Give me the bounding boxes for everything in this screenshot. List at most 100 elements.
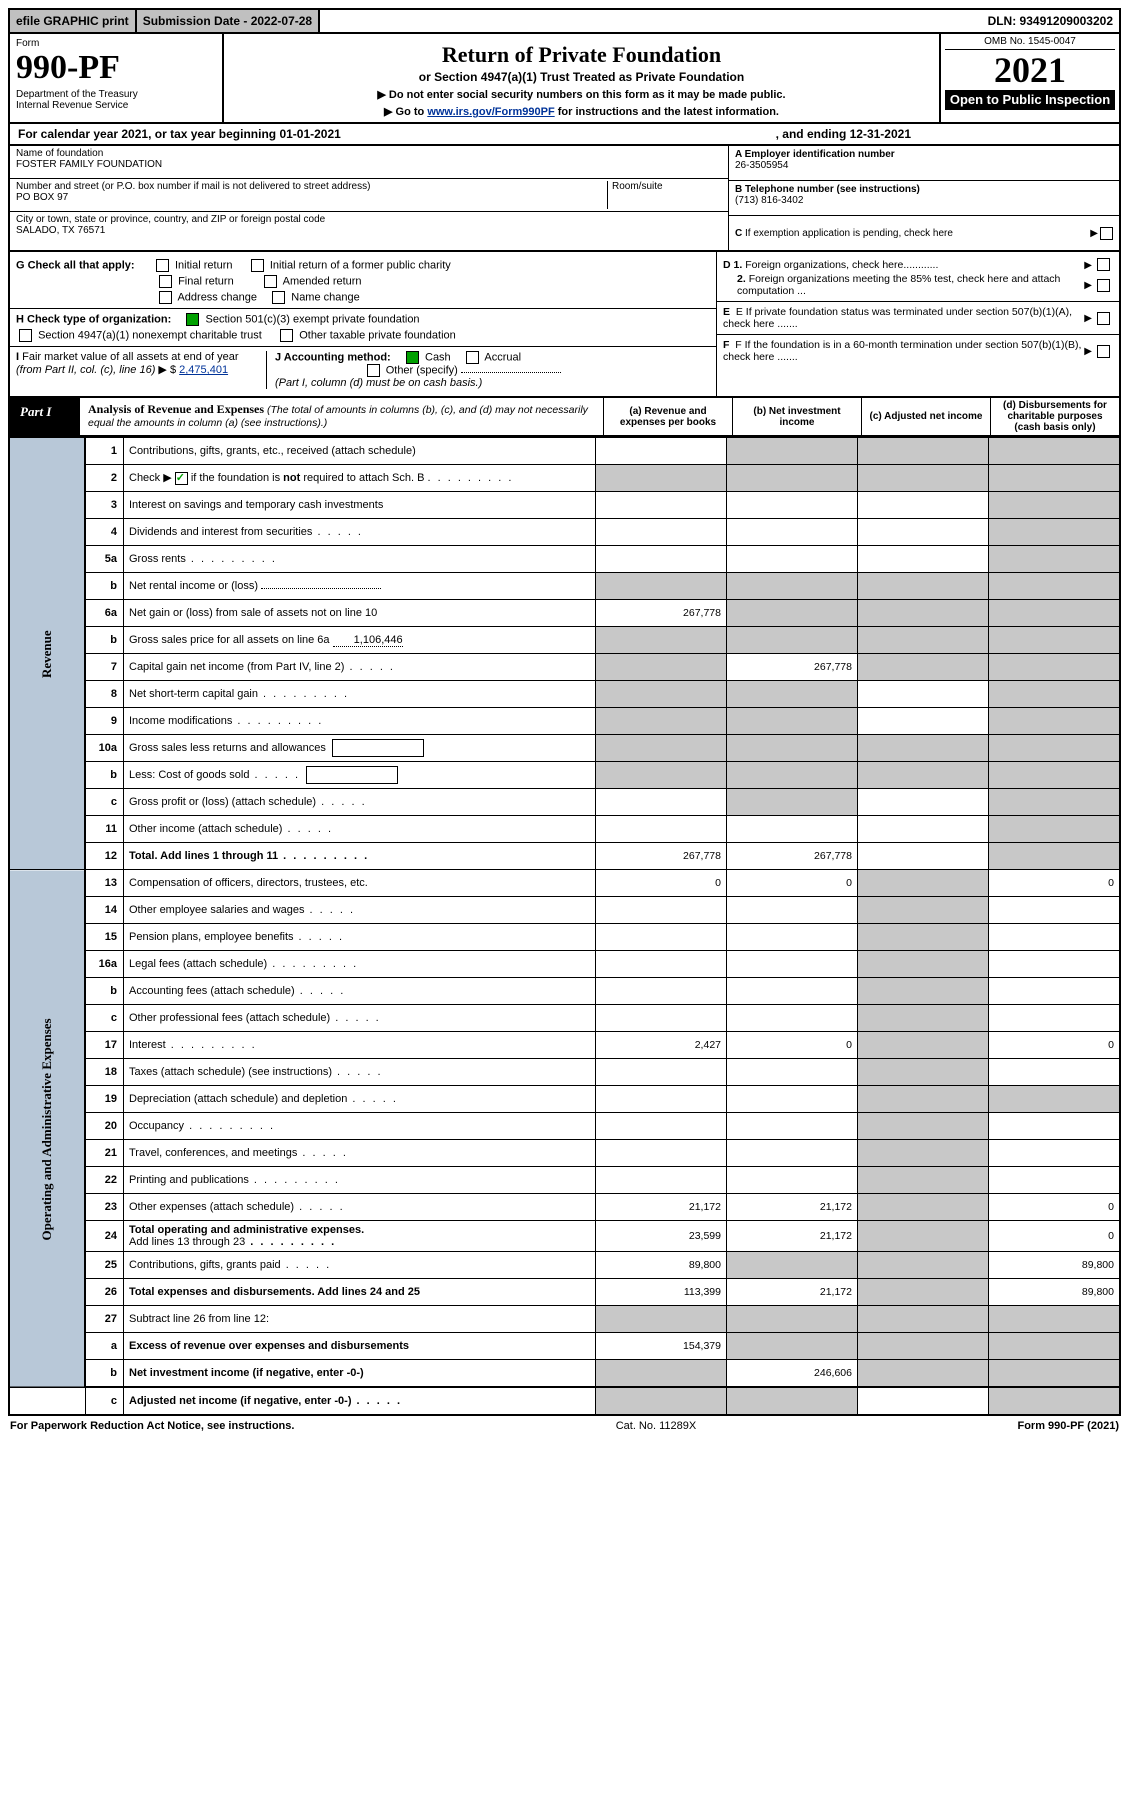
arrow-icon	[1084, 345, 1094, 357]
val-23-d: 0	[989, 1194, 1121, 1221]
line-25: Contributions, gifts, grants paid	[124, 1252, 596, 1279]
dept-label: Department of the Treasury	[16, 89, 216, 100]
phone-value: (713) 816-3402	[735, 195, 803, 206]
d2-checkbox[interactable]	[1097, 279, 1110, 292]
val-24-b: 21,172	[727, 1221, 858, 1252]
c-label: If exemption application is pending, che…	[745, 228, 953, 239]
efile-label: efile GRAPHIC print	[10, 10, 137, 32]
submission-date-label: Submission Date - 2022-07-28	[137, 10, 320, 32]
ghij-block: G Check all that apply: Initial return I…	[8, 252, 1121, 398]
g-final-checkbox[interactable]	[159, 275, 172, 288]
line-21: Travel, conferences, and meetings	[124, 1140, 596, 1167]
part1-header: Part I Analysis of Revenue and Expenses …	[8, 398, 1121, 437]
line-16c: Other professional fees (attach schedule…	[124, 1005, 596, 1032]
open-public-badge: Open to Public Inspection	[945, 90, 1115, 110]
footer-right: Form 990-PF (2021)	[1017, 1420, 1119, 1432]
footer-mid: Cat. No. 11289X	[616, 1420, 697, 1432]
line2-checkbox[interactable]	[175, 472, 188, 485]
line-27: Subtract line 26 from line 12:	[124, 1306, 596, 1333]
j-accrual-checkbox[interactable]	[466, 351, 479, 364]
page-footer: For Paperwork Reduction Act Notice, see …	[8, 1416, 1121, 1432]
line-5b: Net rental income or (loss)	[124, 573, 596, 600]
val-13-d: 0	[989, 870, 1121, 897]
h-4947-checkbox[interactable]	[19, 329, 32, 342]
part1-table: Revenue 1Contributions, gifts, grants, e…	[8, 437, 1121, 1416]
name-label: Name of foundation	[16, 148, 103, 159]
h-other-checkbox[interactable]	[280, 329, 293, 342]
line-19: Depreciation (attach schedule) and deple…	[124, 1086, 596, 1113]
line-13: Compensation of officers, directors, tru…	[124, 870, 596, 897]
calendar-year-row: For calendar year 2021, or tax year begi…	[8, 124, 1121, 146]
j-cash-checkbox[interactable]	[406, 351, 419, 364]
j-other-checkbox[interactable]	[367, 364, 380, 377]
val-6a-a: 267,778	[596, 600, 727, 627]
line-17: Interest	[124, 1032, 596, 1059]
val-26-d: 89,800	[989, 1279, 1121, 1306]
line-14: Other employee salaries and wages	[124, 897, 596, 924]
line-27c: Adjusted net income (if negative, enter …	[124, 1387, 596, 1415]
g-initialformer-checkbox[interactable]	[251, 259, 264, 272]
line-1: Contributions, gifts, grants, etc., rece…	[124, 438, 596, 465]
tax-year: 2021	[945, 52, 1115, 88]
g-initial-checkbox[interactable]	[156, 259, 169, 272]
col-d-header: (d) Disbursements for charitable purpose…	[990, 398, 1119, 435]
val-12-a: 267,778	[596, 843, 727, 870]
spacer	[320, 10, 981, 32]
g-address-checkbox[interactable]	[159, 291, 172, 304]
f-label: F If the foundation is in a 60-month ter…	[723, 339, 1081, 363]
calyear-mid: , and ending 12-31-2021	[776, 127, 911, 141]
line-15: Pension plans, employee benefits	[124, 924, 596, 951]
form-title: Return of Private Foundation	[232, 42, 931, 68]
c-checkbox[interactable]	[1100, 227, 1113, 240]
val-13-a: 0	[596, 870, 727, 897]
instr-2: ▶ Go to www.irs.gov/Form990PF for instru…	[232, 105, 931, 118]
val-12-b: 267,778	[727, 843, 858, 870]
val-27a-a: 154,379	[596, 1333, 727, 1360]
h-501c3-checkbox[interactable]	[186, 313, 199, 326]
g-amended-checkbox[interactable]	[264, 275, 277, 288]
g-opt-initial: Initial return	[175, 259, 232, 271]
i-value: 2,475,401	[179, 364, 228, 376]
foundation-name: FOSTER FAMILY FOUNDATION	[16, 159, 162, 170]
j-label: J Accounting method:	[275, 351, 391, 363]
header-right: OMB No. 1545-0047 2021 Open to Public In…	[939, 34, 1119, 122]
val-25-a: 89,800	[596, 1252, 727, 1279]
line-18: Taxes (attach schedule) (see instruction…	[124, 1059, 596, 1086]
line-10a: Gross sales less returns and allowances	[124, 735, 596, 762]
ein-value: 26-3505954	[735, 160, 788, 171]
g-opt-amended: Amended return	[283, 275, 362, 287]
h-label: H Check type of organization:	[16, 313, 171, 325]
line-11: Other income (attach schedule)	[124, 816, 596, 843]
e-checkbox[interactable]	[1097, 312, 1110, 325]
line-26: Total expenses and disbursements. Add li…	[124, 1279, 596, 1306]
line-6b: Gross sales price for all assets on line…	[124, 627, 596, 654]
g-name-checkbox[interactable]	[272, 291, 285, 304]
val-13-b: 0	[727, 870, 858, 897]
line-27a: Excess of revenue over expenses and disb…	[124, 1333, 596, 1360]
form-link[interactable]: www.irs.gov/Form990PF	[427, 106, 554, 118]
phone-label: B Telephone number (see instructions)	[735, 184, 920, 195]
arrow-icon	[1090, 228, 1100, 239]
g-label: G Check all that apply:	[16, 259, 135, 271]
line-10c: Gross profit or (loss) (attach schedule)	[124, 789, 596, 816]
e-label: E If private foundation status was termi…	[723, 306, 1072, 330]
h-opt-other: Other taxable private foundation	[299, 329, 456, 341]
city-value: SALADO, TX 76571	[16, 225, 105, 236]
dln-label: DLN: 93491209003202	[982, 10, 1119, 32]
form-word: Form	[16, 38, 216, 49]
col-b-header: (b) Net investment income	[732, 398, 861, 435]
line-23: Other expenses (attach schedule)	[124, 1194, 596, 1221]
line-5a: Gross rents	[124, 546, 596, 573]
h-opt-501c3: Section 501(c)(3) exempt private foundat…	[206, 313, 420, 325]
addr-value: PO BOX 97	[16, 192, 68, 203]
line-4: Dividends and interest from securities	[124, 519, 596, 546]
j-opt-other: Other (specify)	[386, 364, 458, 376]
f-checkbox[interactable]	[1097, 345, 1110, 358]
val-23-a: 21,172	[596, 1194, 727, 1221]
omb-label: OMB No. 1545-0047	[945, 36, 1115, 50]
line-8: Net short-term capital gain	[124, 681, 596, 708]
name-address-block: Name of foundation FOSTER FAMILY FOUNDAT…	[8, 146, 1121, 252]
d1-checkbox[interactable]	[1097, 258, 1110, 271]
j-opt-accrual: Accrual	[484, 351, 521, 363]
line-7: Capital gain net income (from Part IV, l…	[124, 654, 596, 681]
